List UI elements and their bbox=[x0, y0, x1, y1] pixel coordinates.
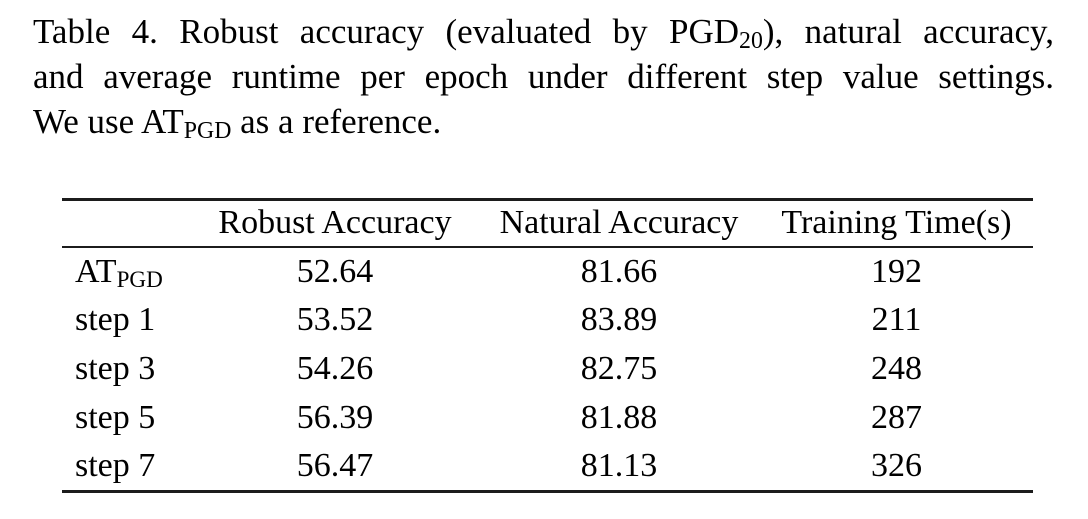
cell-training-time: 287 bbox=[871, 399, 922, 436]
row-label-step1: step 1 bbox=[75, 301, 156, 338]
cell-natural-accuracy: 82.75 bbox=[580, 350, 658, 387]
cell-robust-accuracy: 53.52 bbox=[296, 301, 374, 338]
column-header-natural-accuracy: Natural Accuracy bbox=[478, 199, 760, 248]
cell-training-time: 192 bbox=[871, 252, 922, 290]
table-row-step3: step 3 54.26 82.75 248 bbox=[62, 345, 1033, 394]
table-row-step1: step 1 53.52 83.89 211 bbox=[62, 296, 1033, 345]
column-header-training-time: Training Time(s) bbox=[760, 199, 1033, 248]
cell-robust-accuracy: 54.26 bbox=[296, 350, 374, 387]
row-label-subscript-pgd: PGD bbox=[116, 266, 163, 293]
caption-line-3: We use ATPGD as a reference. bbox=[33, 99, 1054, 144]
results-table: Robust Accuracy Natural Accuracy Trainin… bbox=[62, 198, 1033, 493]
caption-line-2: and average runtime per epoch under diff… bbox=[33, 57, 1054, 96]
row-label-atpgd: ATPGD bbox=[62, 247, 192, 296]
cell-training-time: 326 bbox=[871, 447, 922, 485]
column-header-empty bbox=[62, 199, 192, 248]
row-label-text: AT bbox=[75, 252, 117, 290]
cell-robust-accuracy: 56.47 bbox=[296, 447, 374, 485]
row-label-step3: step 3 bbox=[75, 350, 156, 387]
column-header-robust-accuracy: Robust Accuracy bbox=[192, 199, 478, 248]
cell-natural-accuracy: 81.13 bbox=[580, 447, 658, 485]
cell-training-time: 248 bbox=[871, 350, 922, 387]
cell-natural-accuracy: 83.89 bbox=[580, 301, 658, 338]
caption-text: as a reference. bbox=[231, 102, 442, 141]
table-row-step5: step 5 56.39 81.88 287 bbox=[62, 394, 1033, 443]
cell-training-time: 211 bbox=[871, 301, 922, 338]
cell-robust-accuracy: 56.39 bbox=[296, 399, 374, 436]
caption-subscript-pgd: PGD bbox=[183, 118, 232, 145]
row-label-step7: step 7 bbox=[75, 447, 156, 485]
caption-subscript-20: 20 bbox=[739, 28, 763, 55]
caption-text: ), natural accuracy, bbox=[762, 12, 1054, 51]
cell-natural-accuracy: 81.88 bbox=[580, 399, 658, 436]
caption-line-1: Table 4. Robust accuracy (evaluated by P… bbox=[33, 9, 1054, 54]
row-label-step5: step 5 bbox=[75, 399, 156, 436]
table-caption: Table 4. Robust accuracy (evaluated by P… bbox=[33, 9, 1054, 144]
table-row-step7: step 7 56.47 81.13 326 bbox=[62, 443, 1033, 492]
cell-natural-accuracy: 81.66 bbox=[580, 252, 658, 290]
caption-text: Table 4. Robust accuracy (evaluated by P… bbox=[33, 12, 740, 51]
caption-text: We use AT bbox=[33, 102, 184, 141]
table-row-atpgd: ATPGD 52.64 81.66 192 bbox=[62, 247, 1033, 296]
header-row: Robust Accuracy Natural Accuracy Trainin… bbox=[62, 199, 1033, 248]
cell-robust-accuracy: 52.64 bbox=[296, 252, 374, 290]
